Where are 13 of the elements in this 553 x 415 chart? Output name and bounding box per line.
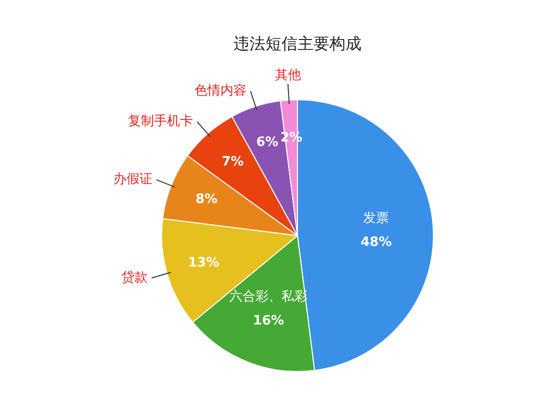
- slice-label: 色情内容: [194, 82, 247, 99]
- slice-label: 贷款: [122, 270, 148, 286]
- data-label: 6%: [256, 134, 278, 150]
- slice-label: 其他: [274, 68, 301, 83]
- data-label: 13%: [188, 255, 220, 270]
- data-label: 7%: [222, 154, 244, 170]
- data-label: 48%: [360, 235, 392, 250]
- data-label: 8%: [195, 192, 218, 207]
- slice-label: 办假证: [113, 172, 152, 188]
- chart-title: 违法短信主要构成: [234, 34, 362, 53]
- data-label: 16%: [252, 313, 284, 328]
- slice-label: 发票: [363, 211, 390, 226]
- slice-label: 复制手机卡: [128, 114, 194, 130]
